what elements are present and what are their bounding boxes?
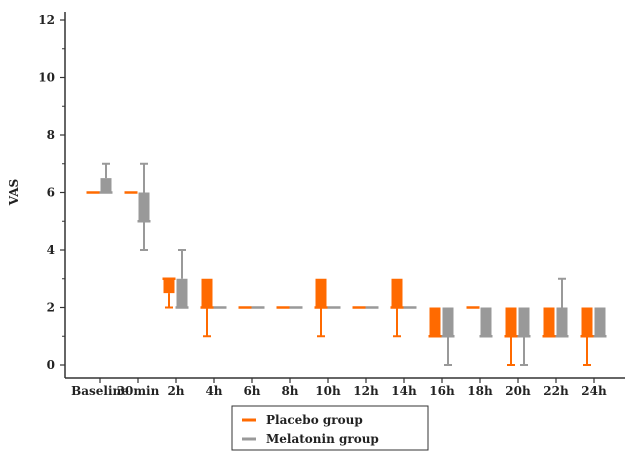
- x-tick-label: 30min: [117, 384, 160, 398]
- x-tick-label: 12h: [353, 384, 379, 398]
- box-iqr: [315, 278, 327, 308]
- box-iqr: [442, 307, 454, 337]
- y-tick-label: 10: [38, 71, 55, 85]
- y-tick-label: 12: [38, 13, 55, 27]
- legend: Placebo group Melatonin group: [231, 405, 429, 451]
- x-tick-label: 18h: [467, 384, 493, 398]
- x-tick-label: 2h: [167, 384, 184, 398]
- box-iqr: [594, 307, 606, 337]
- x-tick-label: 14h: [391, 384, 417, 398]
- legend-label-melatonin: Melatonin group: [266, 432, 379, 446]
- series-group: [86, 191, 594, 366]
- x-tick-label: 6h: [243, 384, 260, 398]
- box-iqr: [201, 278, 213, 308]
- x-tick-label: Baseline: [71, 384, 129, 398]
- box-iqr: [518, 307, 530, 337]
- axes: [64, 12, 625, 379]
- x-tick-label: 24h: [581, 384, 607, 398]
- box-iqr: [391, 278, 403, 308]
- box-iqr: [163, 278, 175, 294]
- y-ticks: 0 2 4 6 8 10 12: [38, 13, 65, 372]
- y-tick-label: 4: [47, 243, 55, 257]
- box-iqr: [176, 278, 188, 308]
- box-series: [86, 162, 607, 366]
- y-tick-label: 6: [47, 186, 55, 200]
- x-tick-label: 22h: [543, 384, 569, 398]
- y-tick-label: 2: [47, 301, 55, 315]
- box-iqr: [543, 307, 555, 337]
- box-iqr: [505, 307, 517, 337]
- x-tick-label: 4h: [205, 384, 222, 398]
- series-group: [99, 162, 607, 366]
- x-tick-label: 8h: [281, 384, 298, 398]
- y-tick-label: 0: [47, 358, 55, 372]
- box-iqr: [480, 307, 492, 337]
- y-tick-label: 8: [47, 128, 55, 142]
- x-tick-label: 20h: [505, 384, 531, 398]
- box-iqr: [556, 307, 568, 337]
- box-iqr: [429, 307, 441, 337]
- y-axis-label: VAS: [7, 179, 21, 206]
- box-iqr: [138, 192, 150, 222]
- x-tick-label: 16h: [429, 384, 455, 398]
- legend-label-placebo: Placebo group: [266, 413, 363, 427]
- box-iqr: [100, 178, 112, 193]
- box-iqr: [581, 307, 593, 337]
- legend-frame: [231, 405, 429, 451]
- x-tick-label: 10h: [315, 384, 341, 398]
